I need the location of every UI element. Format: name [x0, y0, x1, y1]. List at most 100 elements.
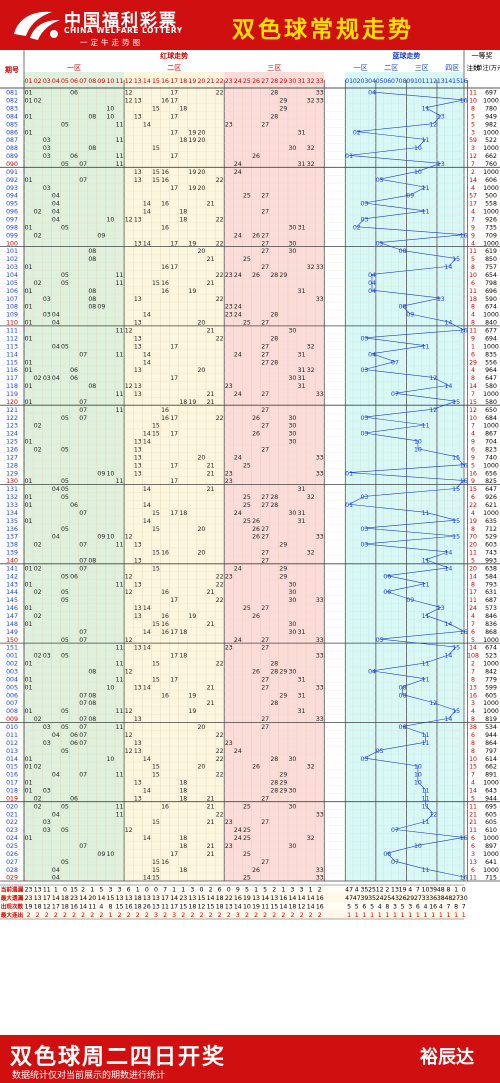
red-ball-number: 30	[289, 423, 297, 430]
prize-amount: 798	[485, 280, 497, 287]
red-ball-number: 11	[116, 137, 124, 144]
red-ball-number: 26	[252, 232, 260, 239]
red-ball-number: 27	[261, 724, 269, 731]
blue-ball-number: 16	[460, 232, 468, 239]
stat-red-value: 15	[207, 904, 215, 911]
prize-count: 4	[471, 240, 475, 247]
red-ball-number: 33	[316, 98, 324, 105]
red-ball-number: 15	[152, 145, 160, 152]
stat-blue-value: 3	[393, 904, 397, 911]
red-ball-number: 28	[270, 312, 278, 319]
red-ball-number: 27	[261, 534, 269, 541]
red-ball-number: 16	[161, 550, 169, 557]
red-ball-number: 07	[79, 510, 87, 517]
stat-red-value: 11	[161, 904, 169, 911]
prize-amount: 868	[485, 629, 497, 636]
prize-amount: 694	[485, 335, 497, 342]
issue-number: 002	[6, 661, 18, 668]
stat-red-value: 0	[63, 887, 67, 894]
stat-blue-value: 1	[362, 912, 366, 919]
red-ball-number: 15	[152, 875, 160, 882]
red-ball-number: 13	[134, 320, 142, 327]
prize-amount: 780	[485, 105, 497, 112]
red-zone-header: 一区	[67, 64, 81, 72]
blue-ball-number: 08	[399, 304, 407, 311]
blue-number-header: 03	[360, 78, 368, 85]
blue-ball-number: 15	[452, 534, 460, 541]
red-ball-number: 01	[25, 684, 33, 691]
red-ball-number: 27	[261, 716, 269, 723]
red-ball-number: 02	[34, 613, 42, 620]
red-ball-number: 04	[52, 209, 60, 216]
stat-blue-value: 47	[353, 895, 361, 902]
red-ball-number: 31	[298, 486, 306, 493]
prize-amount: 1000	[483, 145, 499, 152]
red-ball-number: 30	[289, 415, 297, 422]
prize-count: 4	[471, 367, 475, 374]
prize-amount: 674	[485, 645, 497, 652]
red-ball-number: 21	[207, 589, 215, 596]
prize-count: 11	[469, 90, 477, 97]
red-ball-number: 01	[25, 605, 33, 612]
red-ball-number: 16	[161, 621, 169, 628]
red-ball-number: 01	[25, 764, 33, 771]
stat-blue-value: 1	[446, 912, 450, 919]
issue-number: 124	[6, 431, 18, 438]
red-ball-number: 16	[161, 177, 169, 184]
prize-amount: 631	[485, 589, 497, 596]
red-ball-number: 21	[207, 795, 215, 802]
red-ball-number: 01	[25, 264, 33, 271]
stat-red-value: 2	[163, 912, 167, 919]
stat-red-value: 13	[152, 904, 160, 911]
red-ball-number: 29	[279, 272, 287, 279]
prize-amount: 1000	[483, 661, 499, 668]
red-ball-number: 21	[207, 803, 215, 810]
red-ball-number: 27	[261, 558, 269, 565]
red-ball-number: 28	[270, 359, 278, 366]
prize-count: 11	[469, 827, 477, 834]
red-ball-number: 29	[279, 98, 287, 105]
red-ball-number: 25	[243, 851, 251, 858]
stat-blue-value: 1	[370, 912, 374, 919]
blue-ball-number: 04	[368, 669, 376, 676]
red-ball-number: 08	[88, 145, 96, 152]
red-ball-number: 30	[289, 589, 297, 596]
red-ball-number: 27	[261, 264, 269, 271]
red-ball-number: 01	[25, 367, 33, 374]
stat-red-value: 1	[136, 887, 140, 894]
issue-number: 125	[6, 439, 18, 446]
stat-red-value: 17	[161, 895, 169, 902]
red-ball-number: 04	[52, 343, 60, 350]
red-ball-number: 22	[216, 756, 224, 763]
prize-amount: 590	[485, 296, 497, 303]
red-ball-number: 24	[234, 565, 242, 572]
stat-red-value: 2	[145, 912, 149, 919]
red-ball-number: 17	[170, 153, 178, 160]
prize-count: 16	[469, 470, 477, 477]
red-ball-number: 05	[61, 589, 69, 596]
red-ball-number: 15	[152, 105, 160, 112]
red-ball-number: 17	[170, 129, 178, 136]
stat-red-value: 14	[207, 895, 215, 902]
blue-ball-number: 13	[437, 113, 445, 120]
prize-amount: 605	[485, 819, 497, 826]
red-ball-number: 26	[252, 518, 260, 525]
blue-ball-number: 06	[383, 851, 391, 858]
blue-ball-number: 13	[437, 296, 445, 303]
red-ball-number: 28	[270, 113, 278, 120]
prize-count: 7	[471, 161, 475, 168]
red-ball-number: 07	[79, 843, 87, 850]
prize-amount: 558	[485, 201, 497, 208]
red-number-header: 18	[179, 78, 187, 85]
prize-amount: 580	[485, 383, 497, 390]
red-ball-number: 05	[61, 637, 69, 644]
red-ball-number: 23	[225, 819, 233, 826]
red-ball-number: 13	[134, 558, 142, 565]
red-ball-number: 02	[34, 565, 42, 572]
red-ball-number: 27	[261, 795, 269, 802]
stat-red-value: 11	[43, 887, 51, 894]
red-ball-number: 28	[270, 90, 278, 97]
red-ball-number: 31	[298, 383, 306, 390]
prize-count: 3	[471, 145, 475, 152]
prize-count: 8	[471, 320, 475, 327]
